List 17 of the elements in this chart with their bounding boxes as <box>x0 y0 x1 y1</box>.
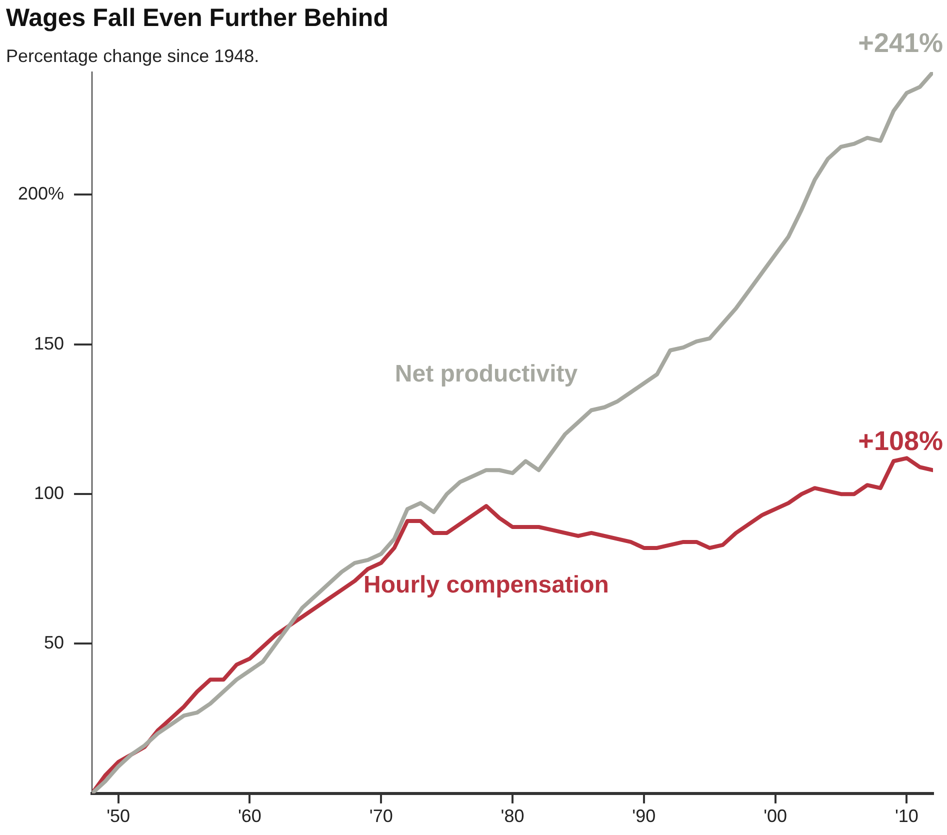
x-tick-label: '90 <box>632 806 656 826</box>
y-tick-label: 100 <box>34 483 64 504</box>
y-tick-label: 150 <box>34 333 64 354</box>
annotation: +241% <box>858 28 943 58</box>
y-tick-label: 50 <box>44 632 64 653</box>
y-tick-label: 200% <box>18 184 64 204</box>
x-tick-label: '50 <box>106 806 130 826</box>
x-tick-label: '00 <box>764 806 788 826</box>
series-label: Hourly compensation <box>364 572 609 599</box>
x-tick-label: '80 <box>500 806 524 826</box>
x-tick-label: '60 <box>238 806 262 826</box>
x-tick-label: '10 <box>894 806 918 826</box>
annotation: +108% <box>858 426 943 456</box>
x-tick-label: '70 <box>369 806 393 826</box>
series-label: Net productivity <box>394 360 578 388</box>
chart-title: Wages Fall Even Further Behind <box>6 4 388 33</box>
chart-subtitle: Percentage change since 1948. <box>6 46 260 67</box>
